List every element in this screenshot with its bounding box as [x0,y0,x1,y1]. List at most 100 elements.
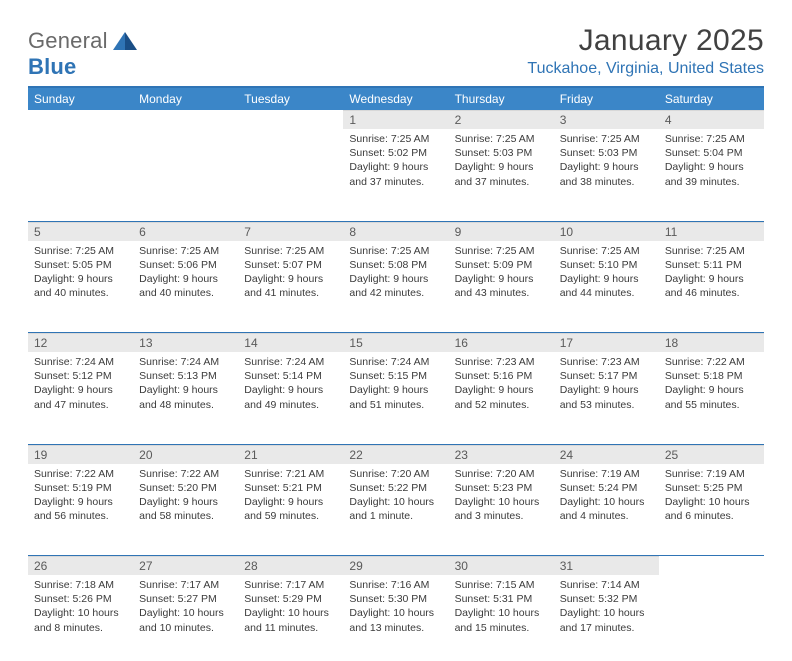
day-data: Sunrise: 7:25 AMSunset: 5:11 PMDaylight:… [659,241,764,307]
day-cell: Sunrise: 7:22 AMSunset: 5:18 PMDaylight:… [659,352,764,438]
day-data: Sunrise: 7:25 AMSunset: 5:09 PMDaylight:… [449,241,554,307]
week-2-daynum-row: 12131415161718 [28,333,764,353]
day-number: 24 [554,445,659,464]
day-cell: Sunrise: 7:25 AMSunset: 5:05 PMDaylight:… [28,241,133,327]
day-cell: Sunrise: 7:23 AMSunset: 5:17 PMDaylight:… [554,352,659,438]
week-1-data-row: Sunrise: 7:25 AMSunset: 5:05 PMDaylight:… [28,241,764,327]
daynum-cell: 21 [238,444,343,464]
day-data: Sunrise: 7:25 AMSunset: 5:05 PMDaylight:… [28,241,133,307]
day-number: 26 [28,556,133,575]
day-data: Sunrise: 7:22 AMSunset: 5:19 PMDaylight:… [28,464,133,530]
day-number: 10 [554,222,659,241]
logo-text-general: General [28,28,108,53]
day-number: 12 [28,333,133,352]
day-data: Sunrise: 7:24 AMSunset: 5:14 PMDaylight:… [238,352,343,418]
day-data: Sunrise: 7:15 AMSunset: 5:31 PMDaylight:… [449,575,554,641]
day-number: 6 [133,222,238,241]
day-cell: Sunrise: 7:25 AMSunset: 5:11 PMDaylight:… [659,241,764,327]
day-cell: Sunrise: 7:22 AMSunset: 5:19 PMDaylight:… [28,464,133,550]
daynum-cell: 11 [659,221,764,241]
calendar-body: 12 34Sunrise: 7:25 AMSunset: 5:02 PMDayli… [28,110,764,661]
day-number: 27 [133,556,238,575]
day-data: Sunrise: 7:19 AMSunset: 5:24 PMDaylight:… [554,464,659,530]
daynum-cell: 16 [449,333,554,353]
weekday-monday: Monday [133,88,238,110]
daynum-cell: 4 [659,110,764,129]
daynum-cell: 17 [554,333,659,353]
day-cell: Sunrise: 7:20 AMSunset: 5:22 PMDaylight:… [343,464,448,550]
day-data: Sunrise: 7:24 AMSunset: 5:15 PMDaylight:… [343,352,448,418]
day-cell: Sunrise: 7:25 AMSunset: 5:07 PMDaylight:… [238,241,343,327]
day-number: 8 [343,222,448,241]
weekday-sunday: Sunday [28,88,133,110]
weekday-friday: Friday [554,88,659,110]
day-cell: Sunrise: 7:25 AMSunset: 5:09 PMDaylight:… [449,241,554,327]
weekday-thursday: Thursday [449,88,554,110]
day-data: Sunrise: 7:17 AMSunset: 5:27 PMDaylight:… [133,575,238,641]
weekday-tuesday: Tuesday [238,88,343,110]
day-cell: Sunrise: 7:25 AMSunset: 5:03 PMDaylight:… [449,129,554,215]
daynum-cell: 28 [238,556,343,576]
day-data: Sunrise: 7:23 AMSunset: 5:16 PMDaylight:… [449,352,554,418]
day-number: 29 [343,556,448,575]
day-data: Sunrise: 7:16 AMSunset: 5:30 PMDaylight:… [343,575,448,641]
location-text: Tuckahoe, Virginia, United States [527,60,764,78]
daynum-cell: 3 [554,110,659,129]
day-data: Sunrise: 7:20 AMSunset: 5:23 PMDaylight:… [449,464,554,530]
day-data: Sunrise: 7:23 AMSunset: 5:17 PMDaylight:… [554,352,659,418]
day-cell: Sunrise: 7:25 AMSunset: 5:10 PMDaylight:… [554,241,659,327]
day-cell: Sunrise: 7:14 AMSunset: 5:32 PMDaylight:… [554,575,659,661]
week-3-data-row: Sunrise: 7:22 AMSunset: 5:19 PMDaylight:… [28,464,764,550]
daynum-cell: 10 [554,221,659,241]
day-data: Sunrise: 7:20 AMSunset: 5:22 PMDaylight:… [343,464,448,530]
daynum-cell: 20 [133,444,238,464]
day-number: 23 [449,445,554,464]
day-number: 30 [449,556,554,575]
day-number: 4 [659,110,764,129]
day-number: 9 [449,222,554,241]
daynum-cell: 19 [28,444,133,464]
logo-mark-icon [112,30,138,57]
day-number: 15 [343,333,448,352]
day-cell: Sunrise: 7:25 AMSunset: 5:08 PMDaylight:… [343,241,448,327]
daynum-cell: 22 [343,444,448,464]
daynum-cell: 15 [343,333,448,353]
day-cell: Sunrise: 7:19 AMSunset: 5:25 PMDaylight:… [659,464,764,550]
header: General Blue January 2025 Tuckahoe, Virg… [28,24,764,80]
day-number: 17 [554,333,659,352]
day-data: Sunrise: 7:14 AMSunset: 5:32 PMDaylight:… [554,575,659,641]
week-2-data-row: Sunrise: 7:24 AMSunset: 5:12 PMDaylight:… [28,352,764,438]
week-0-data-row: Sunrise: 7:25 AMSunset: 5:02 PMDaylight:… [28,129,764,215]
week-3-daynum-row: 19202122232425 [28,444,764,464]
day-number: 20 [133,445,238,464]
day-number: 14 [238,333,343,352]
daynum-cell: 24 [554,444,659,464]
day-cell: Sunrise: 7:25 AMSunset: 5:03 PMDaylight:… [554,129,659,215]
day-data: Sunrise: 7:19 AMSunset: 5:25 PMDaylight:… [659,464,764,530]
day-cell: Sunrise: 7:23 AMSunset: 5:16 PMDaylight:… [449,352,554,438]
day-data: Sunrise: 7:24 AMSunset: 5:13 PMDaylight:… [133,352,238,418]
daynum-cell: 25 [659,444,764,464]
day-number: 19 [28,445,133,464]
daynum-cell: 8 [343,221,448,241]
day-number: 18 [659,333,764,352]
daynum-cell [28,110,133,129]
day-number: 21 [238,445,343,464]
day-data: Sunrise: 7:25 AMSunset: 5:04 PMDaylight:… [659,129,764,195]
day-number: 5 [28,222,133,241]
daynum-cell: 12 [28,333,133,353]
daynum-cell: 18 [659,333,764,353]
daynum-cell [238,110,343,129]
day-cell: Sunrise: 7:18 AMSunset: 5:26 PMDaylight:… [28,575,133,661]
day-number: 11 [659,222,764,241]
daynum-cell: 5 [28,221,133,241]
calendar-page: General Blue January 2025 Tuckahoe, Virg… [0,0,792,661]
daynum-cell: 23 [449,444,554,464]
day-number: 28 [238,556,343,575]
day-cell [659,575,764,661]
day-data: Sunrise: 7:22 AMSunset: 5:20 PMDaylight:… [133,464,238,530]
day-cell: Sunrise: 7:22 AMSunset: 5:20 PMDaylight:… [133,464,238,550]
day-number: 31 [554,556,659,575]
day-data: Sunrise: 7:25 AMSunset: 5:03 PMDaylight:… [554,129,659,195]
logo: General Blue [28,24,138,80]
